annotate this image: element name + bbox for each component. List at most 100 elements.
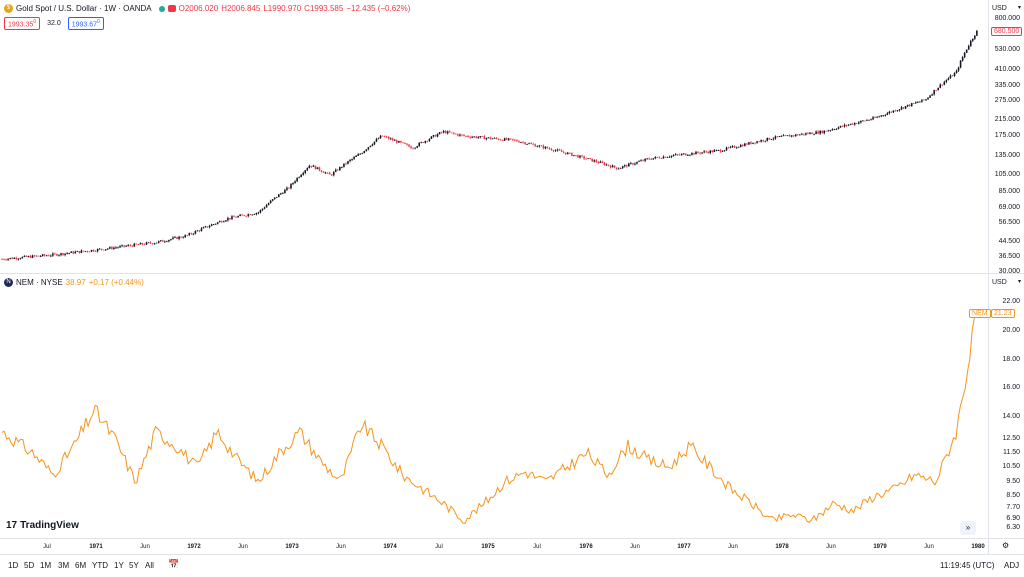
gold-candle	[7, 258, 9, 261]
gold-candle	[524, 141, 526, 145]
gold-candle	[790, 135, 793, 138]
range-button-6m[interactable]: 6M	[75, 561, 87, 570]
nem-price-scale[interactable]: USD ▾ 22.00 20.00 18.00 16.00 14.00 12.50 11.5…	[969, 274, 1024, 538]
nem-scale-tick: 18.00	[1002, 355, 1020, 363]
gold-candle	[13, 257, 16, 260]
gold-candle	[860, 120, 862, 124]
nem-line-chart[interactable]	[0, 274, 988, 538]
scroll-to-realtime-button[interactable]: »	[960, 521, 976, 535]
nem-scale-tick: 16.00	[1002, 384, 1020, 392]
axis-settings-corner[interactable]: ⚙	[988, 538, 1024, 554]
gold-candle	[379, 134, 382, 139]
gold-candle	[410, 145, 412, 149]
gold-candle	[19, 257, 22, 260]
pane-divider[interactable]	[0, 273, 1024, 274]
nem-title[interactable]: NEM · NYSE	[16, 278, 63, 287]
gold-candle	[634, 162, 636, 166]
nem-last: 38.97	[65, 278, 86, 287]
gold-candle	[166, 240, 168, 243]
bid-price-button[interactable]: 1993.350	[4, 17, 41, 31]
gold-candle	[794, 133, 797, 137]
gold-candle	[731, 145, 734, 149]
gold-candle	[324, 171, 327, 174]
gold-candle	[381, 135, 384, 137]
gold-candle	[182, 236, 184, 239]
gold-candle	[697, 151, 699, 154]
gold-candle	[792, 135, 795, 138]
gold-candle	[644, 158, 646, 163]
gold-candle	[263, 206, 266, 210]
gold-candle	[233, 215, 235, 218]
range-button-1d[interactable]: 1D	[8, 561, 19, 570]
gold-scale-tick: 135.000	[994, 151, 1020, 159]
gold-scale-tick: 530.000	[994, 46, 1020, 54]
ask-price-button[interactable]: 1993.670	[67, 17, 104, 31]
gold-candle	[304, 169, 307, 175]
clock-time[interactable]: 11:19:45 (UTC)	[940, 561, 995, 570]
calendar-icon[interactable]: 📅	[168, 559, 180, 569]
gold-candle	[701, 152, 703, 155]
settings-gear-icon[interactable]: ⚙	[1002, 541, 1010, 550]
nem-series-tag: NEM	[969, 309, 991, 319]
gold-candle	[878, 115, 880, 118]
gold-candle	[943, 80, 946, 86]
time-axis[interactable]: Jul 1971 Jun 1972 Jun 1973 Jun 1974 Jul 1975 Jul 19…	[0, 538, 988, 555]
gold-currency-chevron-icon[interactable]: ▾	[1017, 5, 1021, 11]
gold-candle	[709, 149, 712, 155]
gold-candle	[9, 257, 11, 260]
nem-change: +0.17 (+0.44%)	[88, 278, 144, 287]
gold-price-scale[interactable]: USD ▾ 800.000680.000530.000410.000335.00…	[988, 0, 1024, 275]
gold-candle	[699, 151, 701, 155]
gold-candle	[890, 111, 893, 113]
range-button-1m[interactable]: 1M	[40, 561, 52, 570]
gold-candle	[332, 171, 335, 177]
gold-candle	[680, 153, 683, 156]
gold-candle	[752, 142, 754, 145]
range-button-5y[interactable]: 5Y	[129, 561, 139, 570]
adjust-button[interactable]: ADJ	[1004, 561, 1020, 570]
gold-candle	[267, 202, 270, 206]
gold-candle	[809, 132, 811, 135]
gold-candle	[361, 152, 364, 155]
gold-candle	[68, 252, 70, 255]
nem-scale-tick: 7.70	[1006, 503, 1020, 511]
gold-candle	[815, 130, 817, 135]
nem-currency-label[interactable]: USD	[992, 279, 1007, 286]
gold-candle	[408, 143, 410, 148]
nem-currency-chevron-icon[interactable]: ▾	[1017, 279, 1021, 285]
gold-candle	[739, 143, 742, 148]
gold-currency-label[interactable]: USD	[992, 5, 1007, 12]
range-button-ytd[interactable]: YTD	[92, 561, 108, 570]
gold-candle	[735, 146, 738, 149]
gold-menu-icon[interactable]	[167, 5, 176, 12]
gold-candle	[599, 160, 602, 164]
gold-candle	[902, 107, 905, 110]
range-button-all[interactable]: All	[145, 561, 154, 570]
gold-candle	[64, 253, 66, 257]
gold-candle	[294, 180, 296, 184]
gold-candle	[678, 153, 681, 156]
gold-candle	[35, 255, 38, 257]
range-button-5d[interactable]: 5D	[24, 561, 35, 570]
gold-title[interactable]: Gold Spot / U.S. Dollar · 1W · OANDA	[16, 4, 152, 13]
gold-candle	[837, 126, 840, 130]
tradingview-logo[interactable]: 17 TradingView	[6, 520, 79, 531]
gold-candle	[444, 130, 447, 134]
gold-candle	[82, 250, 85, 252]
gold-candle	[725, 146, 728, 152]
gold-candle	[385, 135, 388, 139]
nem-scale-tick: 6.90	[1006, 515, 1020, 523]
gold-candle	[84, 250, 87, 252]
gold-legend: $ Gold Spot / U.S. Dollar · 1W · OANDA O…	[4, 4, 410, 13]
gold-candle	[530, 142, 532, 145]
gold-candle	[544, 146, 547, 150]
gold-candle	[52, 252, 54, 257]
gold-candle-chart[interactable]	[0, 0, 988, 273]
gold-candle	[25, 255, 28, 258]
gold-candle	[137, 243, 140, 246]
range-button-1y[interactable]: 1Y	[114, 561, 124, 570]
range-button-3m[interactable]: 3M	[58, 561, 70, 570]
gold-candle	[813, 133, 815, 136]
gold-candle	[532, 142, 534, 146]
nem-scale-tick: 22.00	[1002, 298, 1020, 306]
